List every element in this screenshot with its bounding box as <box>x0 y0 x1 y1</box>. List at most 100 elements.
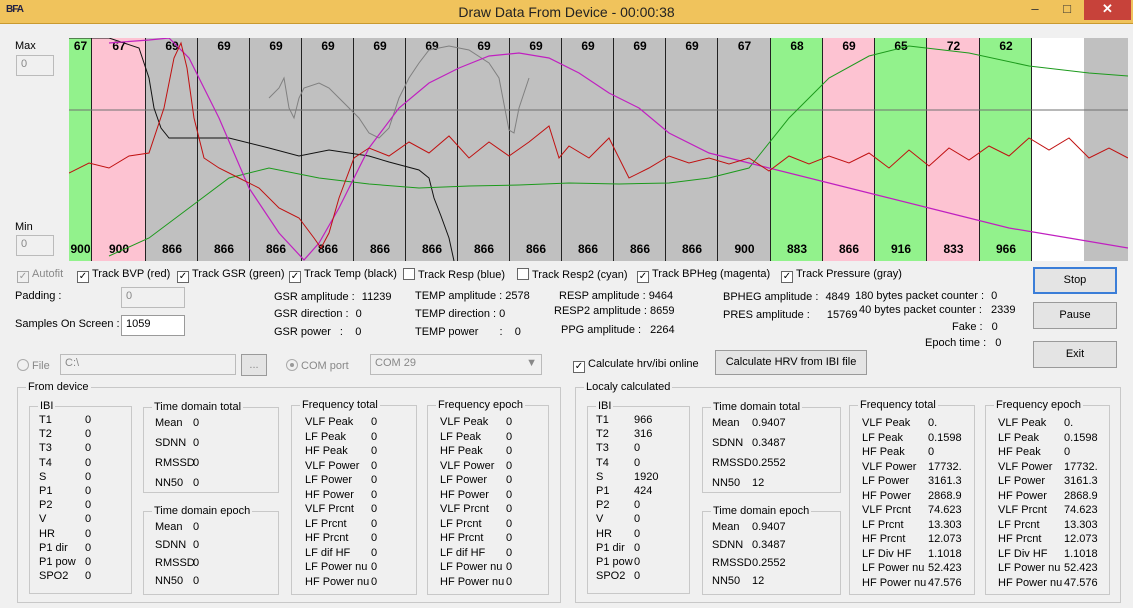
resp2-amplitude-label: RESP2 amplitude : <box>554 305 647 317</box>
calc-hrv-button[interactable]: Calculate HRV from IBI file <box>715 350 867 375</box>
com-port-radio[interactable]: COM port <box>286 359 349 372</box>
local-time-total-panel: Time domain total <box>702 401 841 493</box>
metric-label: P1 pow <box>39 556 76 568</box>
metric-label: VLF Power <box>998 461 1053 473</box>
maximize-icon[interactable]: □ <box>1063 1 1071 16</box>
metric-value: 0 <box>371 576 378 588</box>
segment-ibi-value: 866 <box>161 242 183 256</box>
metric-value: 0.1598 <box>928 432 962 444</box>
segment-ibi-value: 900 <box>734 242 755 256</box>
padding-input[interactable]: 0 <box>121 287 185 308</box>
from-device-legend: From device <box>28 381 89 393</box>
segment-ibi-value: 866 <box>577 242 599 256</box>
metric-value: 0 <box>371 445 378 457</box>
track-resp2-checkbox[interactable]: Track Resp2 (cyan) <box>517 268 628 281</box>
track-bvp-checkbox[interactable]: ✓ Track BVP (red) <box>77 268 170 283</box>
radio-off-icon <box>17 359 29 371</box>
calc-online-checkbox[interactable]: ✓ Calculate hrv/ibi online <box>573 358 699 373</box>
metric-value: 0 <box>85 414 92 426</box>
segment-ibi-value: 866 <box>473 242 495 256</box>
segment-hr-value: 67 <box>737 39 752 53</box>
metric-label: RMSSD <box>155 457 195 469</box>
metric-value: 12 <box>752 575 765 587</box>
com-port-label: COM port <box>301 360 349 372</box>
metric-label: V <box>39 513 47 525</box>
autofit-checkbox[interactable]: ✓ Autofit <box>17 268 63 283</box>
metric-label: LF Power nu <box>440 561 503 573</box>
exit-button[interactable]: Exit <box>1033 341 1117 368</box>
frequency-total-title: Frequency total <box>860 399 936 411</box>
metric-label: VLF Peak <box>440 416 489 428</box>
chevron-down-icon: ▼ <box>526 357 537 369</box>
gsr-amplitude-value: 11239 <box>361 291 392 303</box>
metric-value: 0 <box>193 417 200 429</box>
local-calc-group: Localy calculated <box>575 381 1121 603</box>
epoch-segment: 69 866 <box>823 38 875 261</box>
trace-magenta <box>108 38 1128 261</box>
metric-label: LF Power nu <box>305 561 368 573</box>
trace-black <box>69 38 455 261</box>
epoch-segment: 69 866 <box>146 38 198 261</box>
com-port-select[interactable]: COM 29 ▼ <box>370 354 542 375</box>
segment-ibi-value: 866 <box>369 242 391 256</box>
pause-button[interactable]: Pause <box>1033 302 1117 329</box>
metric-label: LF Peak <box>440 431 481 443</box>
epoch-segment: 69 866 <box>562 38 614 261</box>
browse-button[interactable]: ... <box>241 354 267 376</box>
metric-label: LF Power <box>998 475 1046 487</box>
segment-ibi-value: 916 <box>890 242 912 256</box>
file-path-input[interactable]: C:\ <box>60 354 236 375</box>
metric-value: 0.2552 <box>752 457 786 469</box>
metric-label: LF Prcnt <box>998 519 1040 531</box>
frequency-epoch-title: Frequency epoch <box>996 399 1081 411</box>
signal-graph[interactable]: 67 900 67 900 69 866 69 866 69 866 69 866 69 866 69 866… <box>69 38 1128 261</box>
metric-label: HR <box>596 528 612 540</box>
min-input[interactable]: 0 <box>16 235 54 256</box>
title-bar[interactable]: BFA Draw Data From Device - 00:00:38 – □… <box>0 0 1133 24</box>
track-gsr-checkbox[interactable]: ✓ Track GSR (green) <box>177 268 285 283</box>
local-time-epoch-panel: Time domain epoch <box>702 505 841 595</box>
segment-ibi-value: 833 <box>943 242 964 256</box>
track-resp-checkbox[interactable]: Track Resp (blue) <box>403 268 505 281</box>
temp-power-label: TEMP power <box>415 326 479 338</box>
metric-value: 0 <box>85 528 92 540</box>
from-device-ibi-panel: IBI <box>29 400 132 594</box>
track-temp-checkbox[interactable]: ✓ Track Temp (black) <box>289 268 397 283</box>
temp-amplitude-label: TEMP amplitude : <box>415 290 503 302</box>
metric-value: 0 <box>371 518 378 530</box>
metric-label: LF Power <box>440 474 488 486</box>
track-bpheg-checkbox[interactable]: ✓ Track BPHeg (magenta) <box>637 268 770 283</box>
ppg-amplitude-value: 2264 <box>650 324 675 336</box>
metric-value: 0.2552 <box>752 557 786 569</box>
max-input[interactable]: 0 <box>16 55 54 76</box>
metric-value: 17732. <box>1064 461 1098 473</box>
metric-label: HF Power <box>440 489 489 501</box>
frequency-epoch-title: Frequency epoch <box>438 399 523 411</box>
metric-value: 1.1018 <box>928 548 962 560</box>
packet40-label: 40 bytes packet counter : <box>859 304 982 316</box>
metric-label: HF Peak <box>998 446 1041 458</box>
resp2-amplitude-value: 8659 <box>650 305 675 317</box>
metric-label: T3 <box>596 442 609 454</box>
metric-value: 0 <box>634 542 641 554</box>
epoch-segment: 67 900 <box>92 38 146 261</box>
stop-button[interactable]: Stop <box>1033 267 1117 294</box>
minimize-icon[interactable]: – <box>1031 1 1039 16</box>
resp-amplitude-value: 9464 <box>648 290 674 302</box>
file-radio[interactable]: File <box>17 359 50 372</box>
frequency-total-title: Frequency total <box>302 399 378 411</box>
close-icon[interactable]: ✕ <box>1084 0 1131 20</box>
track-pressure-checkbox[interactable]: ✓ Track Pressure (gray) <box>781 268 902 283</box>
metric-value: 0 <box>193 575 200 587</box>
packet180-value: 0 <box>991 290 998 302</box>
segment-ibi-value: 866 <box>317 242 339 256</box>
metric-label: LF Peak <box>998 432 1039 444</box>
epoch-segment: 68 883 <box>771 38 823 261</box>
metric-label: T2 <box>596 428 609 440</box>
fake-value: 0 <box>991 321 998 333</box>
metric-value: 0 <box>506 532 513 544</box>
segment-ibi-value: 900 <box>70 242 91 256</box>
samples-input[interactable]: 1059 <box>121 315 185 336</box>
epoch-segment: 67 900 <box>69 38 92 261</box>
metric-value: 52.423 <box>1064 562 1098 574</box>
